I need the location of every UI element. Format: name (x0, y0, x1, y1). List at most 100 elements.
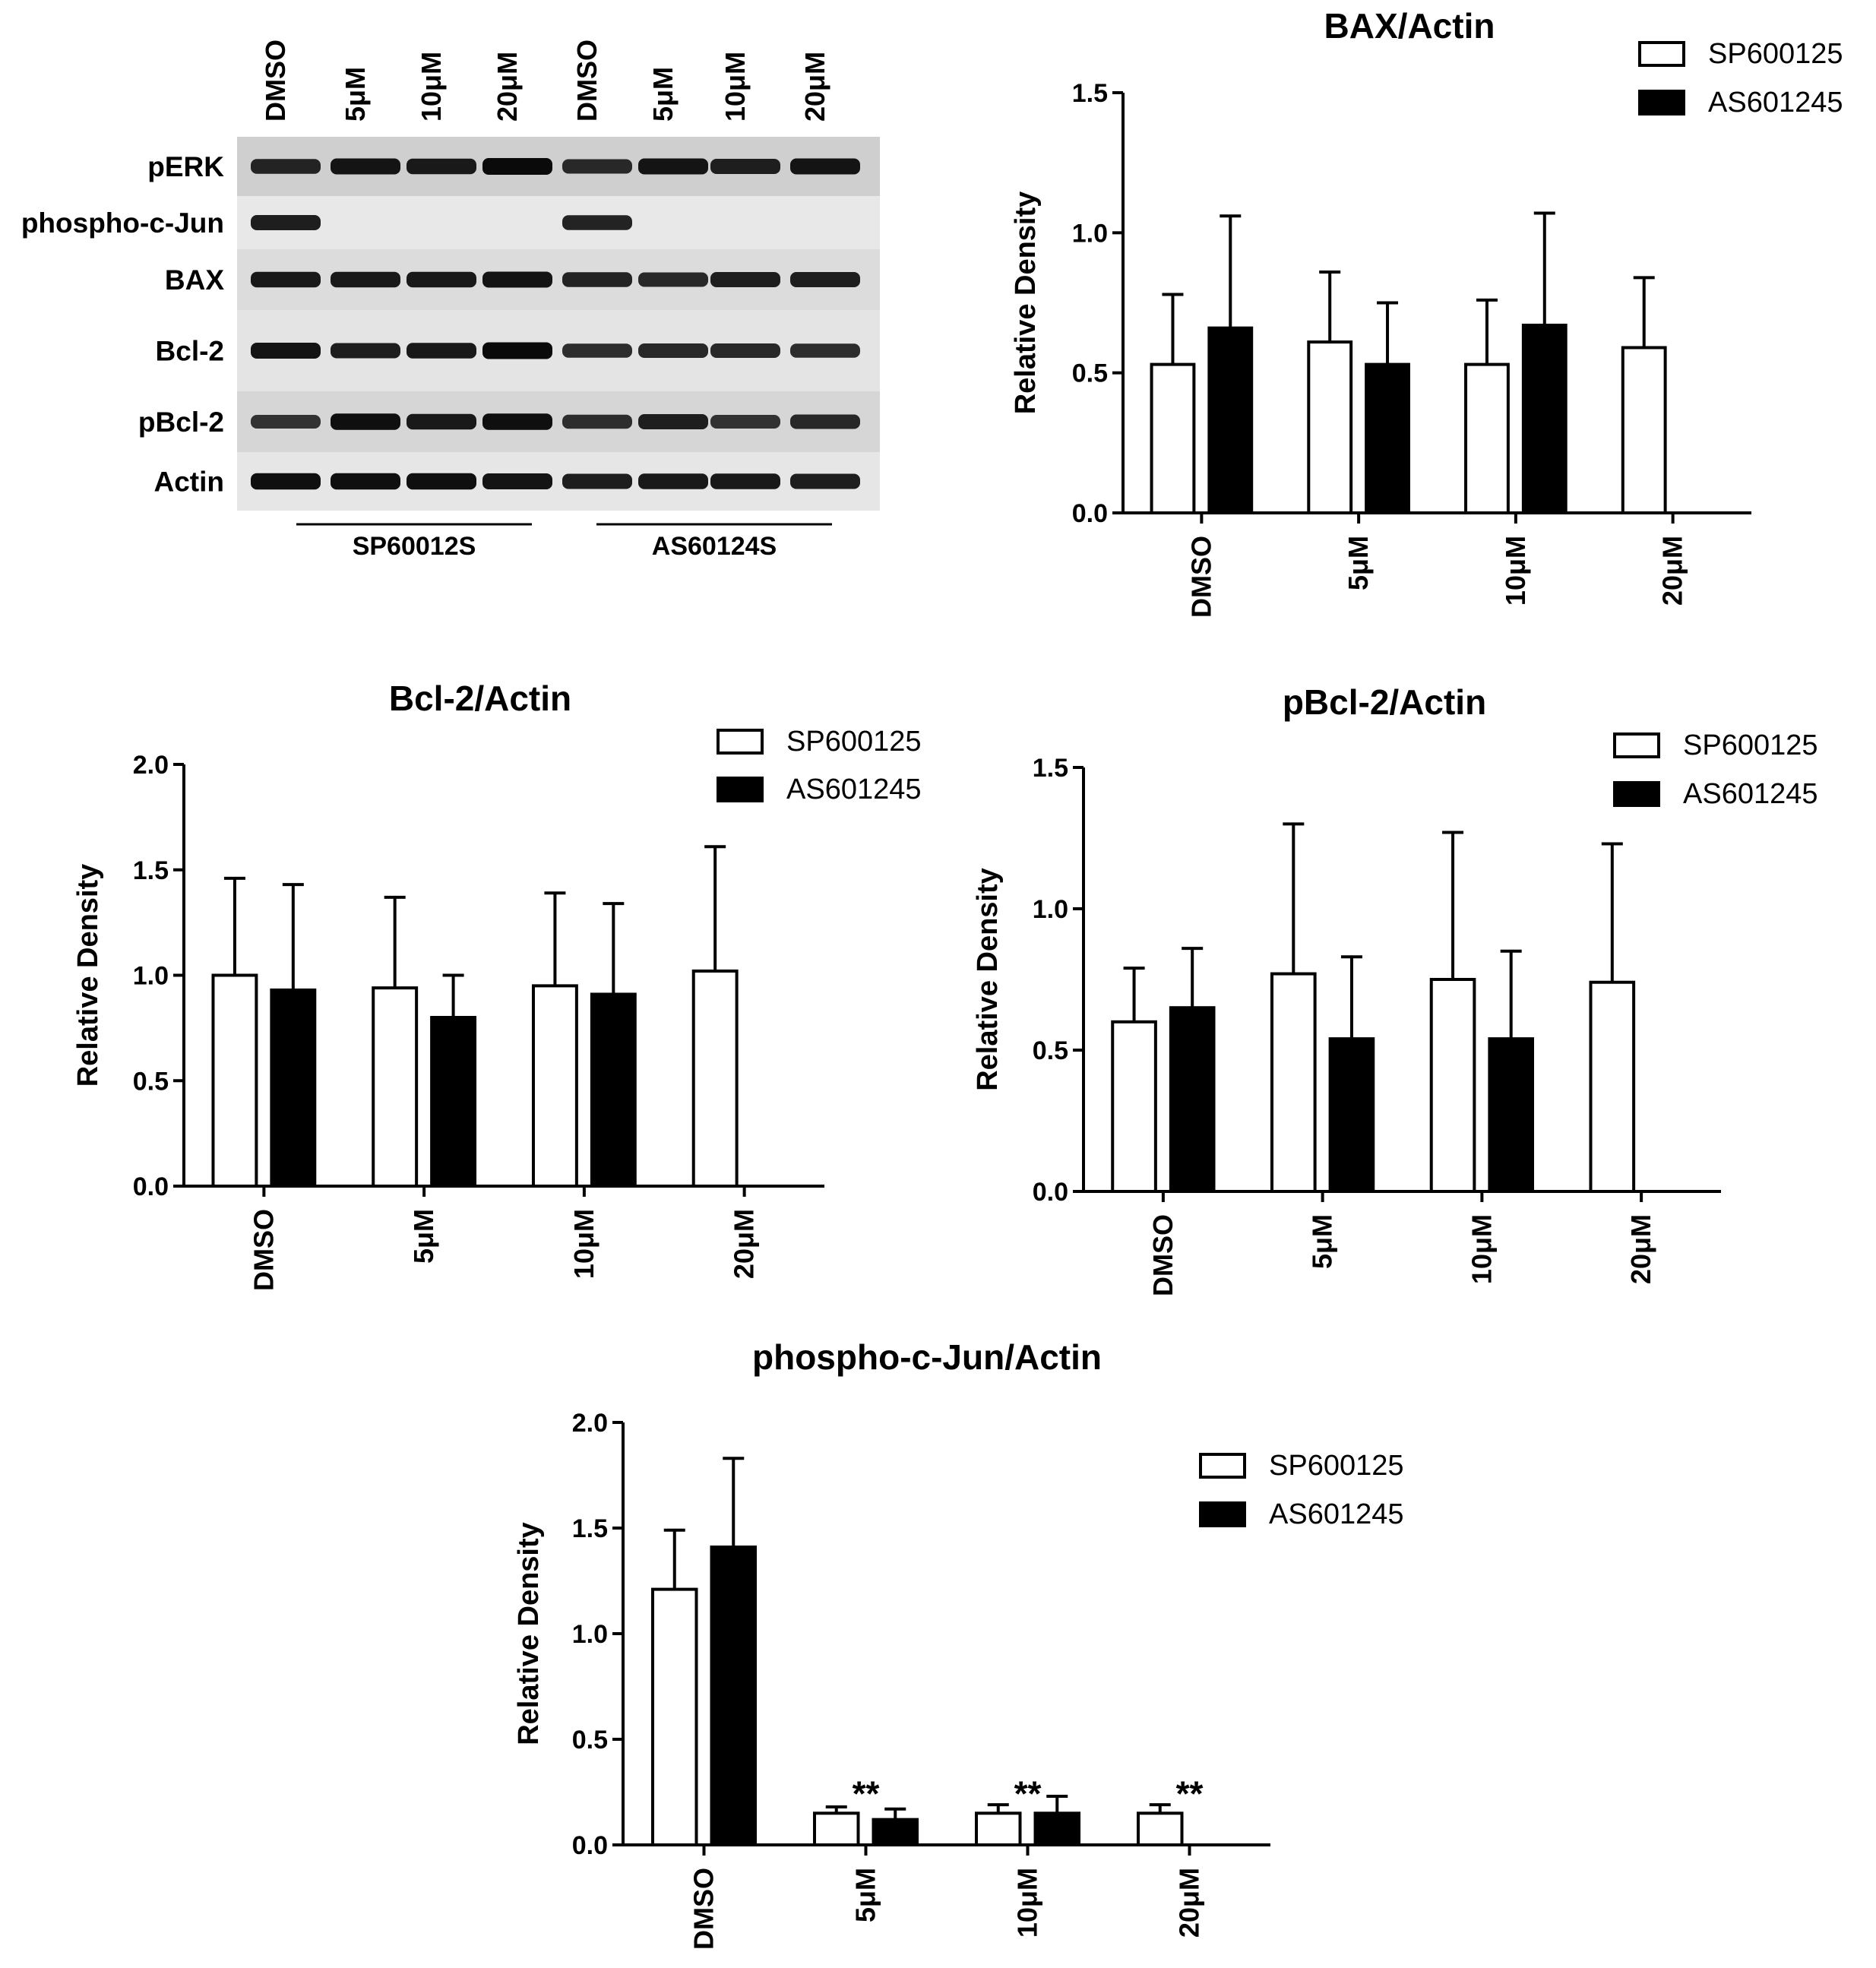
blot-band (638, 158, 708, 175)
blot-band (251, 473, 321, 490)
y-tick-label: 0.5 (133, 1067, 169, 1096)
legend-swatch (1199, 1501, 1246, 1527)
blot-band (482, 271, 552, 288)
blot-band (251, 271, 321, 288)
significance-marker: ** (1014, 1774, 1042, 1814)
y-axis-label: Relative Density (1010, 191, 1042, 415)
bar-as601245 (1033, 1811, 1081, 1847)
x-tick-label: DMSO (248, 1209, 279, 1291)
blot-band (790, 343, 860, 358)
blot-band (638, 414, 708, 429)
y-tick-label: 1.0 (133, 962, 169, 991)
bcl2-actin-chart: Bcl-2/Actin Relative Density 0.0 0.5 1.0 1.5 2… (72, 679, 922, 1291)
legend-label: AS601245 (1683, 778, 1818, 810)
legend-swatch (1638, 90, 1685, 115)
blot-band (331, 473, 400, 490)
y-tick-label: 1.0 (1072, 219, 1108, 248)
blot-lane-label: 5μM (647, 67, 679, 122)
legend-swatch (717, 777, 764, 802)
blot-band (710, 415, 780, 429)
blot-lane-label: 20μM (492, 52, 523, 122)
significance-marker: ** (853, 1774, 880, 1814)
bar-sp600125 (1136, 1811, 1184, 1847)
blot-band (710, 343, 780, 358)
blot-band (562, 272, 632, 287)
legend-swatch (1199, 1453, 1246, 1479)
blot-band (638, 473, 708, 489)
blot-band (562, 414, 632, 429)
x-tick-label: 5μM (850, 1868, 881, 1922)
bar-sp600125 (531, 984, 578, 1188)
blot-row-label: pERK (147, 151, 224, 182)
blot-band (251, 215, 321, 230)
blot-band (790, 272, 860, 287)
blot-band (790, 414, 860, 429)
western-blot: DMSO 5μM 10μM 20μM DMSO 5μM 10μM 20μM pERK phosph… (21, 40, 880, 561)
bar-sp600125 (1111, 1020, 1157, 1194)
bar-as601245 (710, 1546, 758, 1847)
x-tick-label: 5μM (1307, 1214, 1338, 1269)
chart-title: BAX/Actin (1324, 6, 1495, 46)
x-tick-label: DMSO (688, 1868, 720, 1950)
blot-band (331, 271, 400, 288)
blot-lane-label: 20μM (799, 52, 830, 122)
blot-band (562, 159, 632, 174)
chart-title: Bcl-2/Actin (389, 679, 571, 718)
y-tick-label: 0.0 (1072, 499, 1108, 528)
legend-swatch (1613, 781, 1660, 807)
x-tick-label: 20μM (1625, 1214, 1656, 1284)
bar-sp600125 (211, 973, 258, 1188)
x-tick-label: 10μM (568, 1209, 599, 1279)
legend-label: AS601245 (1269, 1498, 1404, 1530)
blot-band (710, 272, 780, 287)
x-tick-label: 10μM (1500, 536, 1531, 606)
blot-band (482, 342, 552, 359)
blot-lane-label: 10μM (720, 52, 751, 122)
blot-band (790, 158, 860, 175)
x-tick-label: 10μM (1012, 1868, 1043, 1938)
y-tick-label: 2.0 (572, 1409, 608, 1438)
bar-as601245 (590, 992, 637, 1188)
blot-band (331, 343, 400, 359)
blot-band (331, 413, 400, 430)
bar-sp600125 (812, 1811, 860, 1847)
blot-band (638, 272, 708, 287)
y-tick-label: 0.5 (1072, 359, 1108, 388)
x-tick-label: 10μM (1466, 1214, 1497, 1284)
blot-band (790, 473, 860, 489)
y-tick-label: 0.0 (572, 1831, 608, 1860)
legend-label: SP600125 (786, 726, 922, 758)
blot-band (251, 159, 321, 174)
y-tick-label: 1.5 (133, 856, 169, 885)
bar-sp600125 (650, 1587, 698, 1847)
y-axis-label: Relative Density (72, 864, 104, 1087)
bar-sp600125 (372, 986, 419, 1188)
legend-swatch (1638, 41, 1685, 67)
blot-lane-label: 5μM (340, 67, 371, 122)
phospho-cjun-actin-chart: phospho-c-Jun/Actin Relative Density 0.0 0.… (513, 1337, 1404, 1950)
x-tick-label: 20μM (1174, 1868, 1205, 1938)
legend-label: SP600125 (1708, 38, 1843, 70)
bar-as601245 (1521, 323, 1568, 515)
blot-row-background (237, 196, 880, 249)
bar-sp600125 (1621, 346, 1667, 514)
pbcl2-actin-chart: pBcl-2/Actin Relative Density 0.0 0.5 1.0 1.5… (972, 682, 1818, 1296)
blot-group-label: AS60124S (652, 532, 777, 561)
y-tick-label: 1.5 (1033, 754, 1068, 783)
blot-band (562, 473, 632, 489)
legend-swatch (717, 729, 764, 755)
blot-lane-label: DMSO (571, 40, 603, 122)
blot-band (562, 215, 632, 230)
y-tick-label: 2.0 (133, 751, 169, 780)
blot-row-label: Actin (154, 467, 225, 498)
bar-as601245 (1207, 326, 1254, 514)
blot-band (407, 473, 476, 490)
blot-lane-label: DMSO (260, 40, 291, 122)
legend-label: SP600125 (1683, 729, 1818, 761)
blot-band (407, 271, 476, 288)
blot-band (331, 158, 400, 175)
bax-actin-chart: BAX/Actin Relative Density 0.0 0.5 1.0 1.5 DMS… (1010, 6, 1843, 618)
y-tick-label: 1.0 (572, 1620, 608, 1649)
y-tick-label: 0.0 (1033, 1178, 1068, 1207)
